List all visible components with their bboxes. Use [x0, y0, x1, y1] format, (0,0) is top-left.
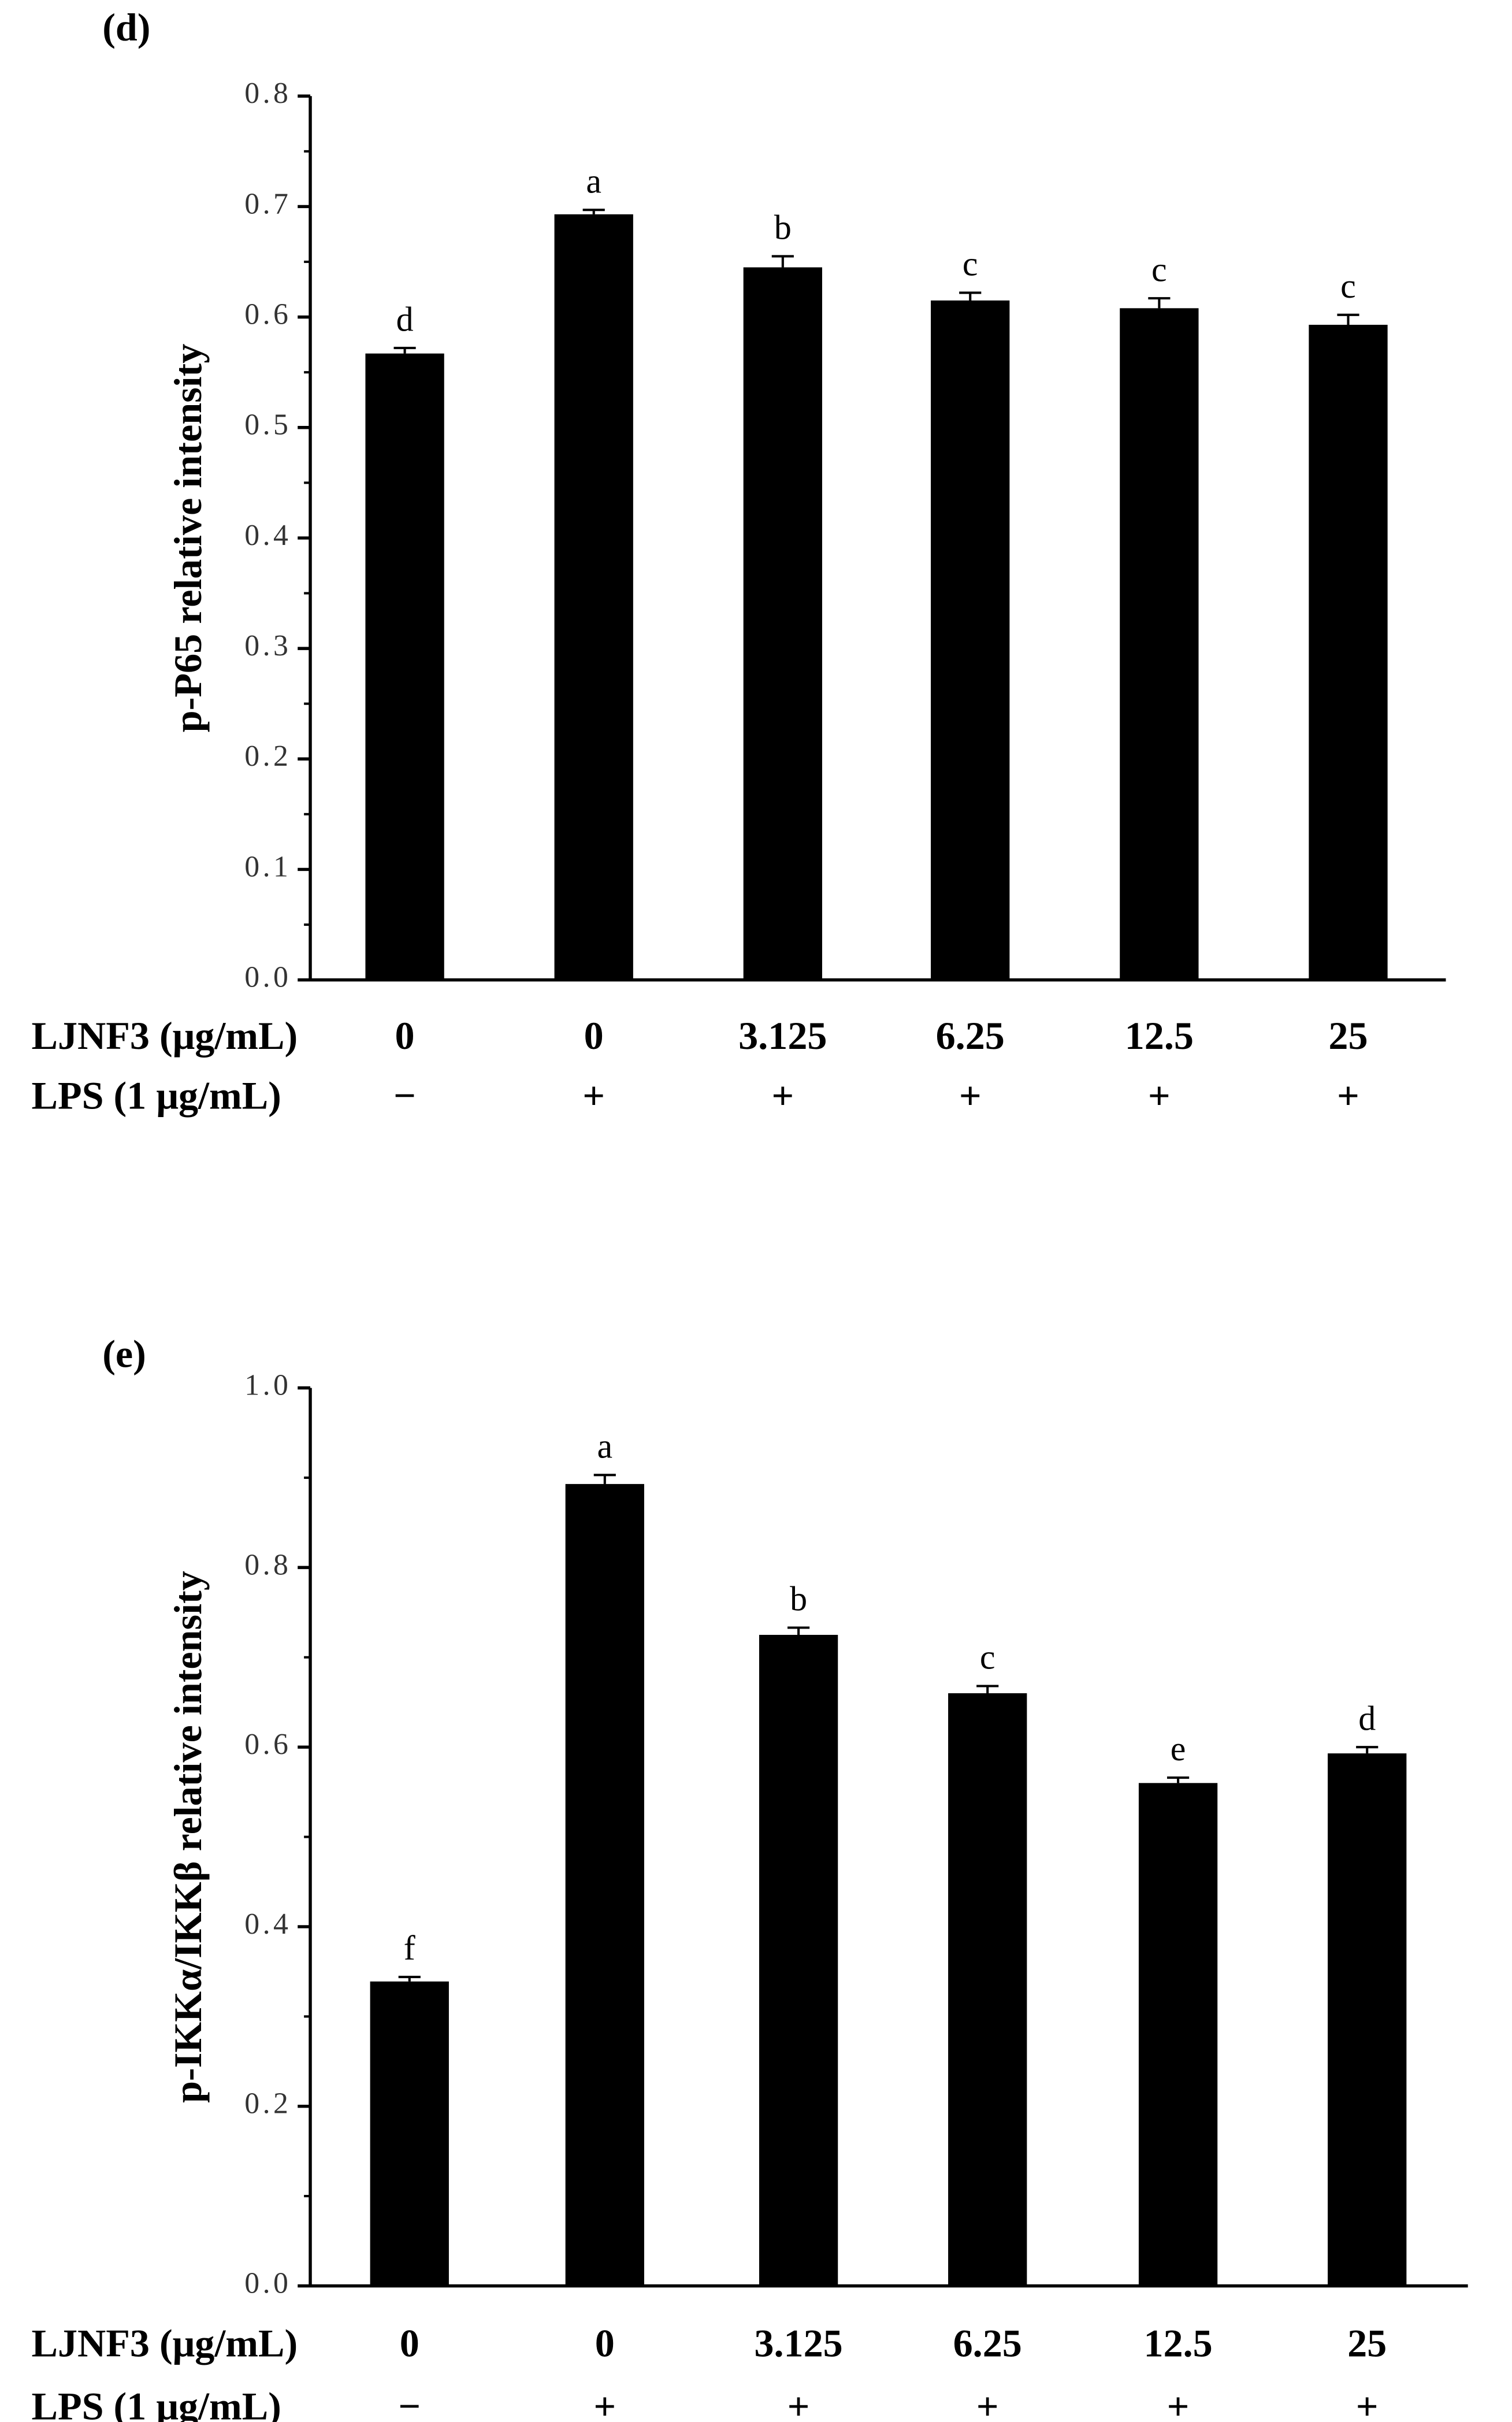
y-tick-label: 0.3	[244, 629, 291, 662]
lps-label: −	[398, 2384, 421, 2422]
bar	[554, 214, 633, 980]
x-tick-label: 25	[1347, 2321, 1387, 2365]
lps-label: +	[1167, 2384, 1190, 2422]
lps-label: +	[1356, 2384, 1379, 2422]
x-tick-label: 3.125	[754, 2321, 842, 2365]
significance-letter: b	[774, 209, 792, 247]
x-tick-label: 6.25	[953, 2321, 1022, 2365]
y-tick-label: 0.1	[244, 850, 291, 883]
error-bar	[771, 255, 794, 268]
error-bar	[787, 1626, 810, 1635]
significance-letter: c	[980, 1638, 995, 1677]
x-tick-label: 0	[584, 1014, 604, 1058]
error-bar	[959, 291, 982, 301]
lps-label: +	[1148, 1073, 1171, 1117]
x-tick-label: 25	[1328, 1014, 1368, 1058]
y-tick-label: 0.0	[244, 2267, 291, 2299]
error-bar	[1356, 1746, 1379, 1754]
y-tick-label: 0.8	[244, 77, 291, 110]
significance-letter: f	[404, 1929, 415, 1967]
category-row-label: LJNF3 (μg/mL)	[32, 1014, 298, 1058]
x-tick-label: 6.25	[936, 1014, 1005, 1058]
y-tick-label: 0.8	[244, 1548, 291, 1581]
y-tick-label: 0.5	[244, 409, 291, 442]
error-bar	[582, 209, 605, 214]
y-axis-label: p-P65 relative intensity	[166, 344, 210, 733]
y-tick-label: 0.2	[244, 740, 291, 773]
x-tick-label: 0	[595, 2321, 615, 2365]
lps-label: +	[771, 1073, 794, 1117]
error-bar	[1148, 297, 1171, 309]
lps-label: +	[787, 2384, 810, 2422]
bar	[759, 1634, 838, 2286]
panel-label: (d)	[102, 5, 150, 49]
bar	[1328, 1753, 1407, 2286]
y-tick-label: 0.4	[244, 1908, 291, 1941]
significance-letter: d	[396, 300, 414, 338]
error-bar	[1337, 313, 1359, 325]
significance-letter: a	[597, 1427, 612, 1466]
bar	[365, 353, 444, 980]
lps-label: +	[593, 2384, 616, 2422]
lps-label: +	[1337, 1073, 1359, 1117]
bar	[1120, 308, 1199, 980]
bar	[565, 1483, 644, 2286]
lps-label: +	[959, 1073, 982, 1117]
error-bar	[393, 347, 416, 354]
significance-letter: d	[1358, 1699, 1376, 1737]
x-tick-label: 0	[400, 2321, 419, 2365]
x-tick-label: 3.125	[738, 1014, 827, 1058]
y-tick-label: 1.0	[244, 1369, 291, 1402]
category-row-label: LJNF3 (μg/mL)	[32, 2321, 298, 2365]
y-tick-label: 0.7	[244, 187, 291, 220]
y-axis-label: p-IKKα/IKKβ relative intensity	[166, 1571, 210, 2103]
error-bar	[976, 1685, 999, 1693]
significance-letter: a	[586, 162, 601, 200]
x-tick-label: 12.5	[1143, 2321, 1212, 2365]
bar	[743, 267, 822, 980]
lps-label: +	[976, 2384, 999, 2422]
significance-letter: e	[1171, 1730, 1186, 1768]
x-tick-label: 0	[395, 1014, 415, 1058]
y-tick-label: 0.6	[244, 1728, 291, 1761]
error-bar	[398, 1975, 421, 1982]
bar	[931, 300, 1010, 980]
error-bar	[1166, 1776, 1190, 1783]
bar	[370, 1981, 449, 2286]
bar	[948, 1693, 1027, 2286]
lps-row-label: LPS (1 μg/mL)	[32, 1073, 281, 1117]
significance-letter: b	[790, 1580, 807, 1618]
y-tick-label: 0.2	[244, 2087, 291, 2120]
y-tick-label: 0.0	[244, 960, 291, 993]
bar	[1309, 324, 1388, 980]
bar	[1138, 1783, 1218, 2286]
panel-label: (e)	[102, 1331, 146, 1375]
significance-letter: c	[963, 245, 978, 283]
error-bar	[593, 1474, 616, 1484]
y-tick-label: 0.6	[244, 298, 291, 331]
y-tick-label: 0.4	[244, 519, 291, 552]
lps-label: +	[582, 1073, 605, 1117]
lps-label: −	[393, 1073, 416, 1117]
significance-letter: c	[1151, 250, 1167, 288]
significance-letter: c	[1340, 267, 1356, 305]
lps-row-label: LPS (1 μg/mL)	[32, 2384, 281, 2422]
x-tick-label: 12.5	[1125, 1014, 1194, 1058]
